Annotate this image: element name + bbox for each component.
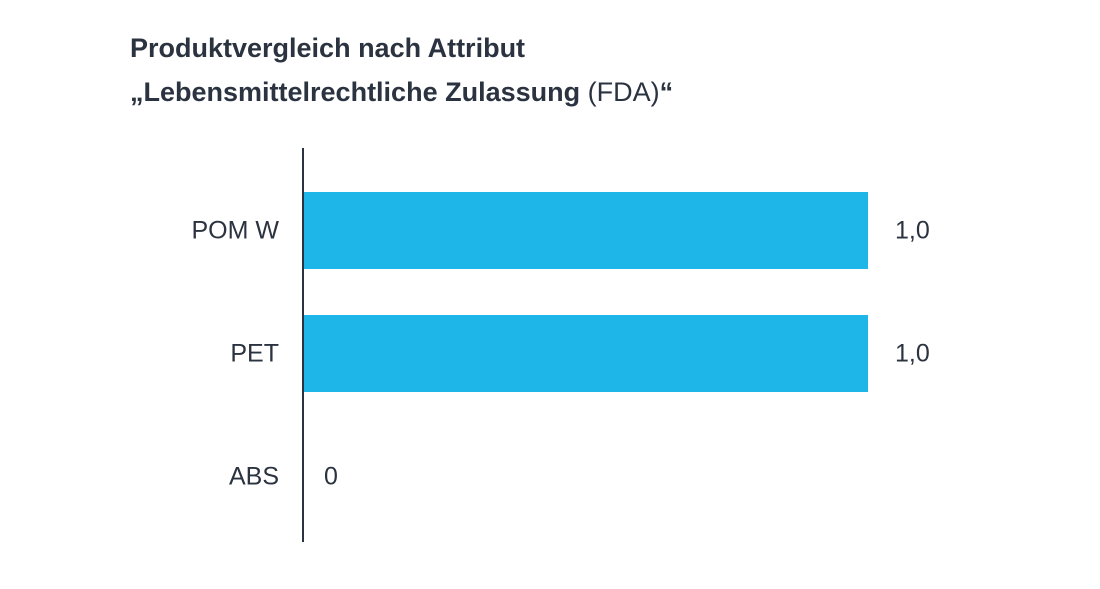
bar-pet bbox=[303, 315, 868, 392]
chart-title-line-2-bold: „Lebensmittelrechtliche Zulassung bbox=[130, 77, 581, 107]
value-label: 0 bbox=[324, 463, 338, 491]
chart-title: Produktvergleich nach Attribut „Lebensmi… bbox=[130, 26, 673, 114]
chart-title-line-2-end: “ bbox=[659, 77, 674, 107]
chart-title-line-2: „Lebensmittelrechtliche Zulassung (FDA)“ bbox=[130, 70, 673, 114]
category-label: PET bbox=[230, 340, 279, 368]
value-label: 1,0 bbox=[895, 340, 930, 368]
chart-title-line-2-regular: (FDA) bbox=[580, 77, 660, 107]
bar-pom-w bbox=[303, 192, 868, 269]
value-label: 1,0 bbox=[895, 217, 930, 245]
category-label: ABS bbox=[229, 463, 279, 491]
category-label: POM W bbox=[192, 217, 280, 245]
chart-title-line-1: Produktvergleich nach Attribut bbox=[130, 33, 526, 63]
